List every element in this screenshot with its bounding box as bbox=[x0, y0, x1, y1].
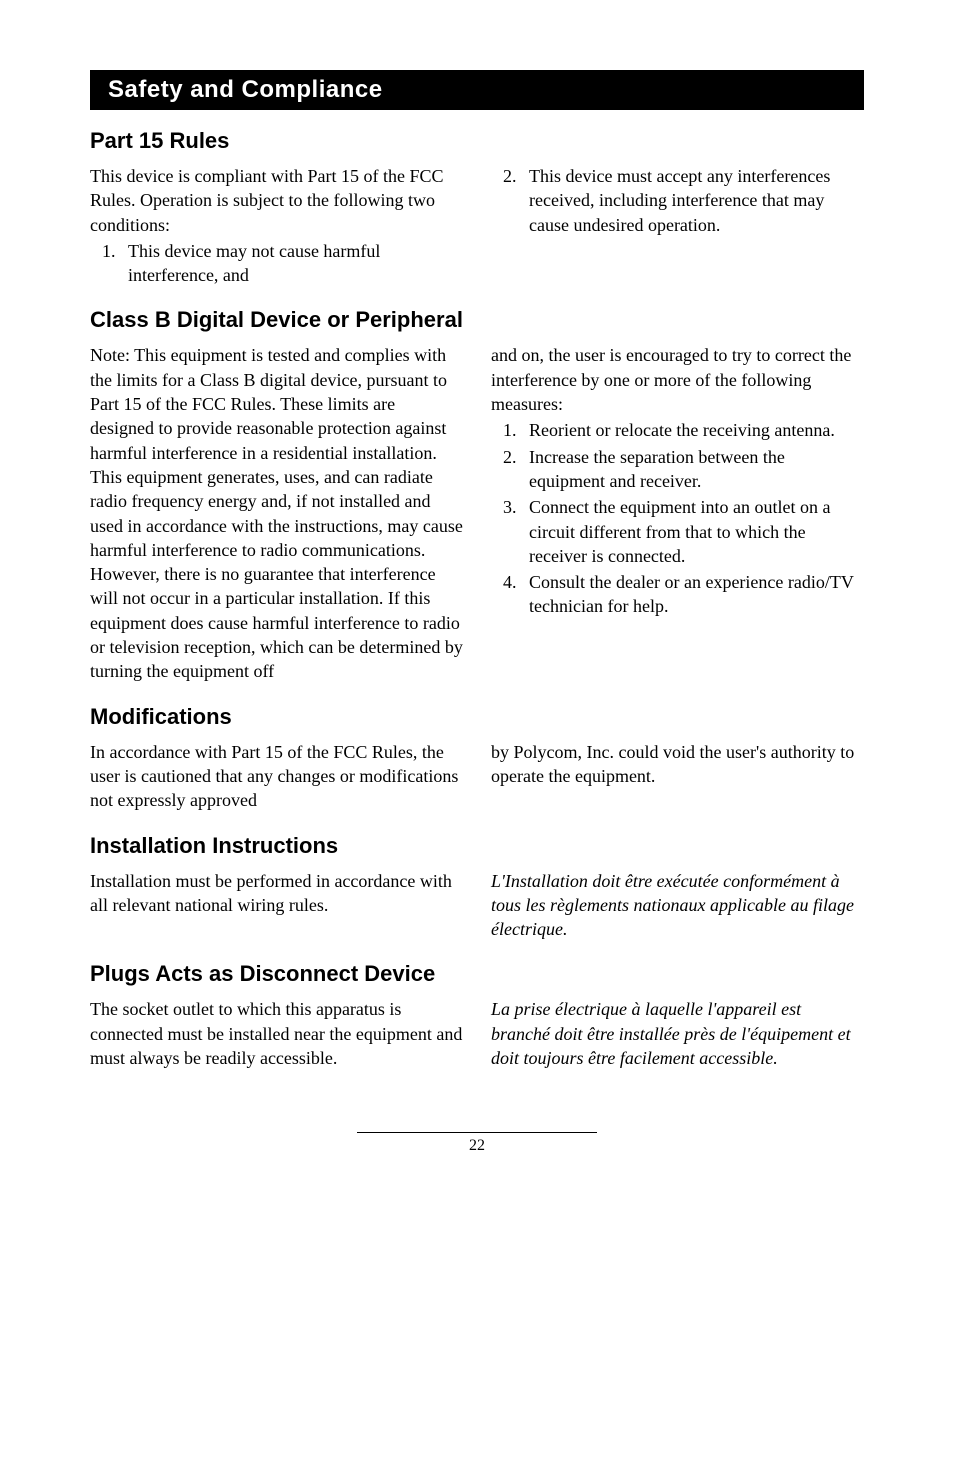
mods-section: Modifications In accordance with Part 15… bbox=[90, 704, 864, 815]
classb-right-col: and on, the user is encouraged to try to… bbox=[491, 343, 864, 685]
install-left-col: Installation must be performed in accord… bbox=[90, 869, 463, 944]
plugs-heading: Plugs Acts as Disconnect Device bbox=[90, 961, 864, 987]
part15-item2: 2.This device must accept any interferen… bbox=[529, 164, 864, 237]
footer-divider bbox=[357, 1132, 597, 1133]
install-left-text: Installation must be performed in accord… bbox=[90, 869, 463, 918]
install-heading: Installation Instructions bbox=[90, 833, 864, 859]
classb-heading: Class B Digital Device or Peripheral bbox=[90, 307, 864, 333]
install-section: Installation Instructions Installation m… bbox=[90, 833, 864, 944]
mods-left-col: In accordance with Part 15 of the FCC Ru… bbox=[90, 740, 463, 815]
section-banner: Safety and Compliance bbox=[90, 70, 864, 110]
plugs-left-text: The socket outlet to which this apparatu… bbox=[90, 997, 463, 1070]
part15-right-col: 2.This device must accept any interferen… bbox=[491, 164, 864, 289]
classb-left-text: Note: This equipment is tested and compl… bbox=[90, 343, 463, 683]
plugs-right-text: La prise électrique à laquelle l'apparei… bbox=[491, 997, 864, 1070]
classb-right-intro: and on, the user is encouraged to try to… bbox=[491, 343, 864, 416]
part15-left-col: This device is compliant with Part 15 of… bbox=[90, 164, 463, 289]
classb-m3: 3.Connect the equipment into an outlet o… bbox=[529, 495, 864, 568]
classb-m2: 2.Increase the separation between the eq… bbox=[529, 445, 864, 494]
part15-item1: 1.This device may not cause harmful inte… bbox=[128, 239, 463, 288]
plugs-left-col: The socket outlet to which this apparatu… bbox=[90, 997, 463, 1072]
mods-right-col: by Polycom, Inc. could void the user's a… bbox=[491, 740, 864, 815]
classb-m4-text: Consult the dealer or an experience radi… bbox=[529, 572, 854, 616]
classb-m3-text: Connect the equipment into an outlet on … bbox=[529, 497, 830, 566]
mods-heading: Modifications bbox=[90, 704, 864, 730]
classb-m1: 1.Reorient or relocate the receiving ant… bbox=[529, 418, 864, 442]
classb-m4: 4.Consult the dealer or an experience ra… bbox=[529, 570, 864, 619]
part15-item1-text: This device may not cause harmful interf… bbox=[128, 241, 380, 285]
plugs-section: Plugs Acts as Disconnect Device The sock… bbox=[90, 961, 864, 1072]
classb-left-col: Note: This equipment is tested and compl… bbox=[90, 343, 463, 685]
mods-right-text: by Polycom, Inc. could void the user's a… bbox=[491, 740, 864, 789]
plugs-right-col: La prise électrique à laquelle l'apparei… bbox=[491, 997, 864, 1072]
mods-left-text: In accordance with Part 15 of the FCC Ru… bbox=[90, 740, 463, 813]
install-right-text: L'Installation doit être exécutée confor… bbox=[491, 869, 864, 942]
part15-section: Part 15 Rules This device is compliant w… bbox=[90, 128, 864, 289]
install-right-col: L'Installation doit être exécutée confor… bbox=[491, 869, 864, 944]
part15-heading: Part 15 Rules bbox=[90, 128, 864, 154]
page-number: 22 bbox=[90, 1137, 864, 1155]
part15-intro: This device is compliant with Part 15 of… bbox=[90, 164, 463, 237]
part15-item2-text: This device must accept any interference… bbox=[529, 166, 830, 235]
classb-m2-text: Increase the separation between the equi… bbox=[529, 447, 785, 491]
classb-m1-text: Reorient or relocate the receiving anten… bbox=[529, 420, 835, 440]
classb-section: Class B Digital Device or Peripheral Not… bbox=[90, 307, 864, 685]
